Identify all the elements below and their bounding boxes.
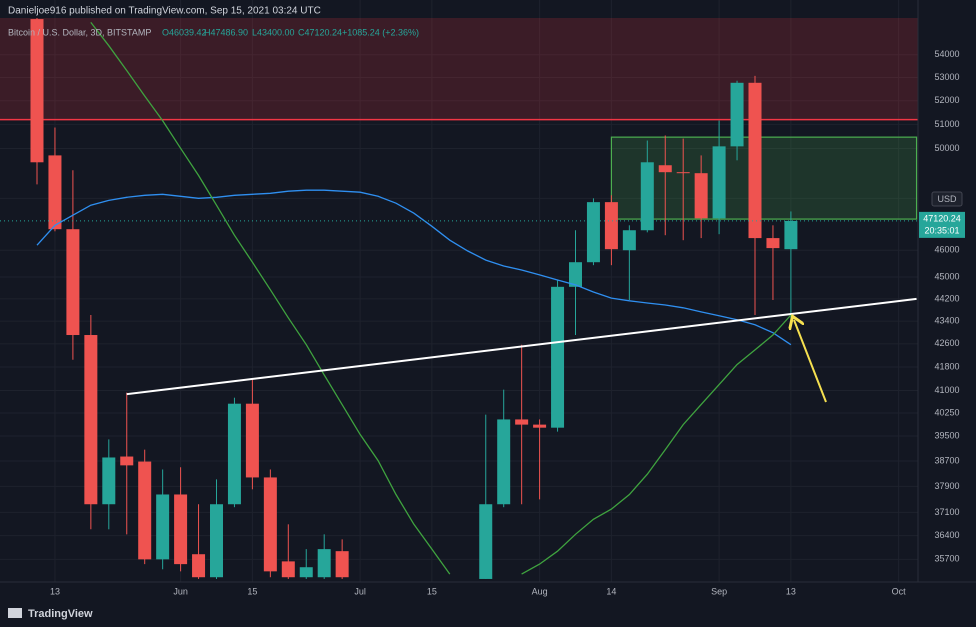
x-tick-label: Sep <box>711 586 727 596</box>
candle-body <box>748 82 762 239</box>
candle-body <box>156 494 170 560</box>
y-tick-label: 41800 <box>934 361 959 371</box>
candle-body <box>120 456 134 466</box>
currency-badge <box>931 191 963 207</box>
candle-body <box>604 202 618 250</box>
watermark: TradingView <box>28 608 93 620</box>
candle-body <box>245 403 259 478</box>
candle-body <box>515 419 529 425</box>
candle-body <box>174 494 188 565</box>
candle-body <box>586 202 600 263</box>
y-tick-label: 42600 <box>934 338 959 348</box>
candle-body <box>533 424 547 428</box>
x-tick-label: 15 <box>247 586 257 596</box>
y-tick-label: 51000 <box>934 119 959 129</box>
y-tick-label: 36400 <box>934 530 959 540</box>
x-tick-label: 14 <box>606 586 616 596</box>
candle-body <box>66 229 80 336</box>
candle-body <box>640 162 654 231</box>
last-price: 47120.24 <box>923 213 961 223</box>
y-tick-label: 43400 <box>934 316 959 326</box>
candle-body <box>694 173 708 219</box>
legend-close: C47120.24 <box>298 27 342 37</box>
candle-body <box>784 220 798 250</box>
x-tick-label: Aug <box>532 586 548 596</box>
y-tick-label: 37900 <box>934 481 959 491</box>
candle-body <box>281 561 295 578</box>
currency: USD <box>937 194 957 204</box>
arrow <box>794 320 827 403</box>
candle-body <box>766 238 780 249</box>
legend-high: H47486.90 <box>204 27 248 37</box>
y-tick-label: 44200 <box>934 293 959 303</box>
logo <box>8 608 22 618</box>
candle-body <box>497 419 511 505</box>
candle-body <box>84 335 98 505</box>
candle-body <box>48 155 62 230</box>
candle-body <box>138 461 152 560</box>
candle-body <box>317 549 331 578</box>
y-tick-label: 53000 <box>934 72 959 82</box>
legend-change: +1085.24 (+2.36%) <box>342 27 419 37</box>
plot-area <box>0 18 918 579</box>
y-tick-label: 52000 <box>934 95 959 105</box>
y-tick-label: 46000 <box>934 245 959 255</box>
x-tick-label: Jun <box>173 586 188 596</box>
candle-body <box>102 457 116 505</box>
candle-body <box>335 551 349 578</box>
candle-body <box>676 172 690 174</box>
candle-body <box>658 165 672 173</box>
candle-body <box>192 554 206 578</box>
x-tick-label: Oct <box>892 586 907 596</box>
y-tick-label: 38700 <box>934 455 959 465</box>
candle-body <box>730 82 744 147</box>
x-tick-label: 15 <box>427 586 437 596</box>
x-tick-label: 13 <box>50 586 60 596</box>
legend-open: O46039.42 <box>162 27 207 37</box>
legend-low: L43400.00 <box>252 27 295 37</box>
candle-body <box>569 262 582 287</box>
y-tick-label: 45000 <box>934 271 959 281</box>
moving-average <box>36 189 792 346</box>
publisher: Danieljoe916 published on TradingView.co… <box>8 6 321 17</box>
y-tick-label: 54000 <box>934 49 959 59</box>
grid <box>0 0 918 582</box>
candle-body <box>479 504 493 579</box>
candle-body <box>227 403 241 505</box>
y-tick-label: 41000 <box>934 385 959 395</box>
candle-body <box>712 146 726 219</box>
x-tick-label: Jul <box>354 586 366 596</box>
axes: 5400053000520005100050000480004600045000… <box>50 49 965 596</box>
y-tick-label: 40250 <box>934 407 959 417</box>
x-tick-label: 13 <box>786 586 796 596</box>
candle-body <box>210 504 223 578</box>
moving-average <box>90 22 792 575</box>
countdown: 20:35:01 <box>924 225 959 235</box>
candle-body <box>551 286 565 428</box>
candle-body <box>622 230 636 251</box>
y-tick-label: 50000 <box>934 143 959 153</box>
candle-body <box>299 567 313 578</box>
y-tick-label: 39500 <box>934 430 959 440</box>
resistance-zone <box>0 18 918 120</box>
y-tick-label: 35700 <box>934 554 959 564</box>
chart-title: Bitcoin / U.S. Dollar, 3D, BITSTAMP <box>8 27 151 37</box>
trendline <box>126 297 917 396</box>
y-tick-label: 37100 <box>934 507 959 517</box>
candle-body <box>30 19 44 163</box>
candle-body <box>263 477 277 572</box>
last-price-badge <box>919 211 965 238</box>
support-box <box>610 136 918 220</box>
